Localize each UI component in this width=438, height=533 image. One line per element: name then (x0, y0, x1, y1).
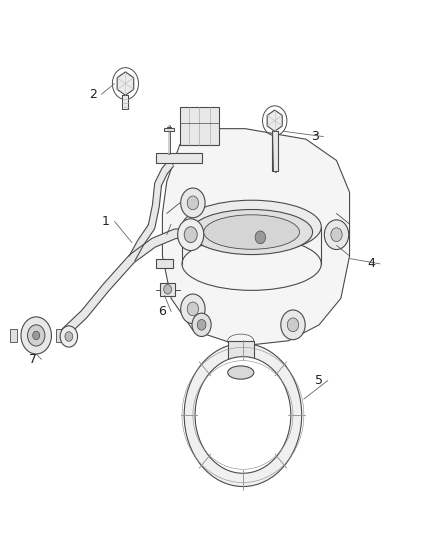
Circle shape (281, 310, 305, 340)
Circle shape (255, 231, 265, 244)
Polygon shape (267, 110, 282, 131)
Circle shape (33, 331, 40, 340)
Polygon shape (156, 259, 173, 268)
Circle shape (184, 227, 197, 243)
Circle shape (184, 343, 302, 487)
Polygon shape (129, 160, 173, 261)
Circle shape (192, 313, 211, 336)
Circle shape (331, 228, 342, 241)
Text: 1: 1 (102, 215, 110, 228)
Circle shape (187, 302, 198, 316)
Circle shape (28, 325, 45, 346)
Ellipse shape (191, 209, 313, 255)
Polygon shape (180, 108, 219, 144)
Circle shape (195, 357, 291, 473)
Polygon shape (162, 128, 350, 346)
Circle shape (65, 332, 73, 341)
Text: 7: 7 (29, 353, 37, 366)
Ellipse shape (182, 200, 321, 253)
Polygon shape (56, 329, 63, 342)
Circle shape (178, 219, 204, 251)
Text: 3: 3 (311, 130, 319, 143)
Polygon shape (160, 284, 176, 296)
Circle shape (181, 294, 205, 324)
Ellipse shape (228, 366, 254, 379)
Text: 5: 5 (315, 374, 323, 387)
Polygon shape (117, 72, 134, 95)
Circle shape (197, 319, 206, 330)
Polygon shape (10, 329, 17, 342)
Circle shape (60, 326, 78, 347)
Ellipse shape (204, 215, 300, 249)
Text: 4: 4 (367, 257, 375, 270)
Polygon shape (156, 152, 201, 163)
Polygon shape (228, 341, 254, 373)
Circle shape (324, 220, 349, 249)
Polygon shape (122, 95, 128, 109)
Polygon shape (164, 127, 174, 131)
Polygon shape (62, 229, 191, 336)
Circle shape (21, 317, 51, 354)
Text: 2: 2 (89, 87, 97, 101)
Circle shape (181, 188, 205, 217)
Text: 6: 6 (159, 305, 166, 318)
Circle shape (287, 318, 299, 332)
Circle shape (164, 285, 172, 294)
Polygon shape (272, 131, 278, 171)
Circle shape (187, 196, 198, 210)
